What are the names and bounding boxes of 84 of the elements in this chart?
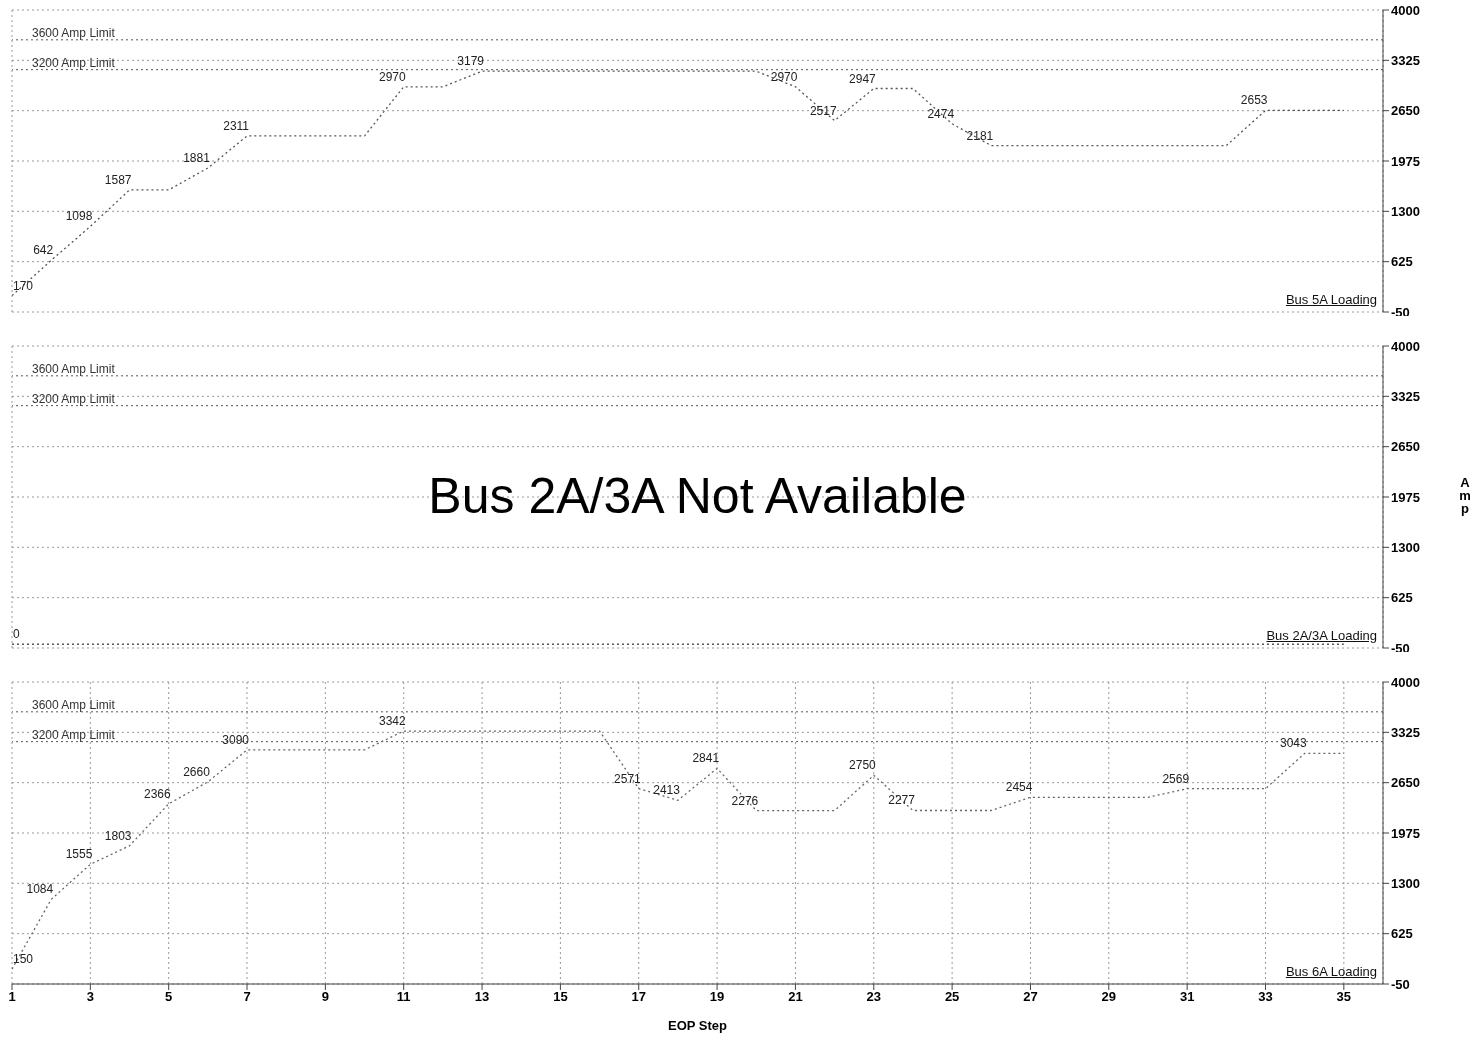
x-tick-label: 13 (474, 989, 490, 1005)
y-tick-label: 1300 (1391, 203, 1420, 219)
x-tick-label: 25 (944, 989, 960, 1005)
y-tick-label: 4000 (1391, 2, 1420, 18)
y-tick-label: 625 (1391, 254, 1413, 270)
y-tick-label: 3325 (1391, 724, 1420, 740)
x-tick-label: 5 (165, 989, 173, 1005)
data-label: 3043 (1279, 736, 1307, 751)
data-label: 2277 (888, 793, 916, 808)
data-label: 2970 (770, 69, 798, 84)
data-label: 2660 (183, 764, 211, 779)
data-label: 2517 (809, 103, 837, 118)
data-label: 2311 (223, 118, 250, 133)
line-series (12, 70, 1345, 297)
data-label: 150 (13, 952, 34, 967)
y-tick-label: 4000 (1391, 674, 1420, 690)
ref-line-label: 3200 Amp Limit (32, 727, 116, 742)
data-label: 0 (13, 627, 20, 642)
data-label: 2413 (653, 783, 681, 798)
data-label: 3090 (222, 732, 250, 747)
x-tick-label: 7 (243, 989, 251, 1005)
x-axis-title: EOP Step (667, 1018, 728, 1033)
data-label: 2841 (692, 751, 720, 766)
data-label: 2653 (1240, 93, 1268, 108)
y-tick-label: 3325 (1391, 388, 1420, 404)
x-tick-label: 33 (1258, 989, 1273, 1005)
data-label: 3342 (379, 714, 407, 729)
y-tick-label: -50 (1391, 640, 1410, 656)
data-label: 3179 (457, 54, 485, 69)
ref-line-label: 3600 Amp Limit (32, 25, 116, 40)
text: Bus 2A/3A Loading (1266, 628, 1377, 643)
y-tick-label: 1975 (1391, 153, 1420, 169)
data-label: 1803 (104, 828, 132, 843)
x-tick-label: 29 (1101, 989, 1117, 1005)
y-tick-label: 4000 (1391, 338, 1420, 354)
data-label: 642 (33, 243, 54, 258)
y-tick-label: 1300 (1391, 875, 1420, 891)
data-label: 2454 (1005, 780, 1033, 795)
x-tick-label: 19 (709, 989, 725, 1005)
y-axis-title: Amp (1459, 475, 1471, 516)
x-tick-label: 11 (396, 989, 411, 1005)
data-label: 2474 (927, 106, 955, 121)
x-tick-label: 1 (8, 989, 16, 1005)
data-label: 2947 (849, 71, 877, 86)
y-tick-label: 1975 (1391, 489, 1420, 505)
text: Bus 5A Loading (1285, 292, 1377, 307)
x-tick-label: 3 (86, 989, 94, 1005)
x-tick-label: 35 (1336, 989, 1352, 1005)
data-label: 1084 (26, 882, 54, 897)
y-tick-label: 2650 (1391, 775, 1420, 791)
data-label: 1555 (65, 847, 93, 862)
y-tick-label: 3325 (1391, 52, 1420, 68)
y-tick-label: -50 (1391, 304, 1410, 320)
y-tick-label: 1300 (1391, 539, 1420, 555)
data-label: 1587 (104, 172, 132, 187)
y-tick-label: -50 (1391, 976, 1410, 992)
data-label: 2569 (1162, 771, 1190, 786)
x-tick-label: 17 (631, 989, 646, 1005)
data-label: 1881 (183, 151, 211, 166)
y-tick-label: 2650 (1391, 103, 1420, 119)
ref-line-label: 3200 Amp Limit (32, 391, 116, 406)
ref-line-label: 3600 Amp Limit (32, 697, 116, 712)
data-label: 2181 (966, 128, 994, 143)
data-label: 2276 (731, 793, 759, 808)
x-tick-label: 21 (788, 989, 803, 1005)
x-tick-label: 15 (553, 989, 568, 1005)
y-tick-label: 2650 (1391, 439, 1420, 455)
y-tick-label: 1975 (1391, 825, 1420, 841)
x-tick-label: 23 (866, 989, 882, 1005)
data-label: 2571 (614, 771, 642, 786)
data-label: 1098 (65, 209, 93, 224)
x-tick-label: 27 (1023, 989, 1038, 1005)
y-tick-label: 625 (1391, 590, 1413, 606)
data-label: 2970 (379, 69, 407, 84)
ref-line-label: 3600 Amp Limit (32, 361, 116, 376)
text: Bus 6A Loading (1285, 964, 1377, 979)
annotation: Bus 2A/3A Not Available (427, 467, 968, 525)
data-label: 170 (13, 278, 34, 293)
y-tick-label: 625 (1391, 926, 1413, 942)
x-tick-label: 9 (321, 989, 329, 1005)
data-label: 2366 (143, 786, 171, 801)
ref-line-label: 3200 Amp Limit (32, 55, 116, 70)
x-tick-label: 31 (1179, 989, 1195, 1005)
data-label: 2750 (849, 758, 877, 773)
